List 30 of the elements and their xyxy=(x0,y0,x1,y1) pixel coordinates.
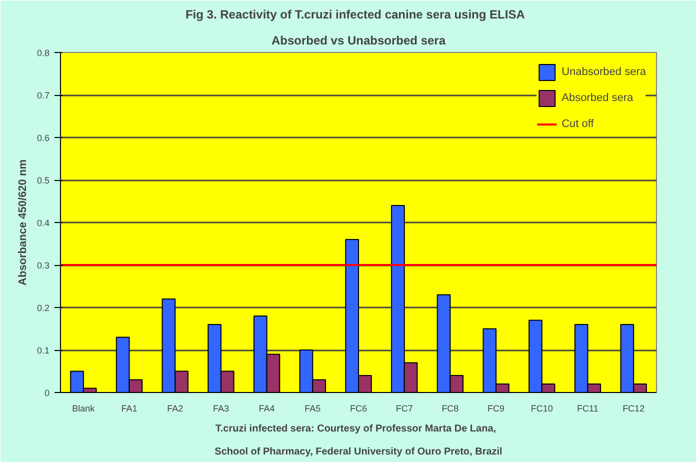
text: School of Pharmacy, Federal University of Ouro Preto, Brazil xyxy=(214,446,503,458)
y-tick-label: 0.4 xyxy=(36,218,50,228)
x-tick-label: FA5 xyxy=(304,404,321,414)
text: T.cruzi infected sera: Courtesy of Professor Marta De Lana, xyxy=(215,424,496,434)
legend-label: Cut off xyxy=(562,118,594,130)
y-tick-label: 0.2 xyxy=(36,303,50,313)
x-tick-label: FA4 xyxy=(258,404,275,414)
x-tick-label: FC11 xyxy=(577,404,598,414)
y-tick-label: 0.3 xyxy=(36,260,50,270)
chart-title: Fig 3. Reactivity of T.cruzi infected canine sera using ELISA xyxy=(185,8,526,22)
chart-subtitle: Absorbed vs Unabsorbed sera xyxy=(271,34,446,48)
y-tick-label: 0.5 xyxy=(36,176,50,186)
x-tick-label: FC6 xyxy=(350,404,368,414)
y-tick-label: 0.1 xyxy=(36,346,50,356)
x-tick-label: FA1 xyxy=(121,404,138,414)
y-axis-title: Absorbance 450/620 nm xyxy=(16,159,29,286)
x-tick-label: FA2 xyxy=(167,404,184,414)
y-tick-label: 0.7 xyxy=(36,90,50,100)
legend-label: Absorbed sera xyxy=(562,92,634,104)
x-tick-label: FA3 xyxy=(212,404,229,414)
y-tick-label: 0.6 xyxy=(36,133,50,143)
x-tick-label: Blank xyxy=(72,404,96,414)
x-tick-label: FC9 xyxy=(488,404,505,414)
y-tick-label: 0.8 xyxy=(36,48,50,58)
x-tick-label: FC12 xyxy=(622,404,645,414)
x-tick-label: FC8 xyxy=(442,404,459,414)
y-tick-label: 0 xyxy=(44,388,50,398)
x-tick-label: FC7 xyxy=(396,404,413,414)
legend-label: Unabsorbed sera xyxy=(562,66,646,78)
x-tick-label: FC10 xyxy=(530,404,553,414)
